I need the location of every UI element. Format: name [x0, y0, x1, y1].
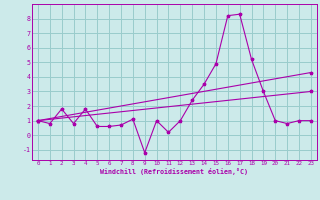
X-axis label: Windchill (Refroidissement éolien,°C): Windchill (Refroidissement éolien,°C)	[100, 168, 248, 175]
